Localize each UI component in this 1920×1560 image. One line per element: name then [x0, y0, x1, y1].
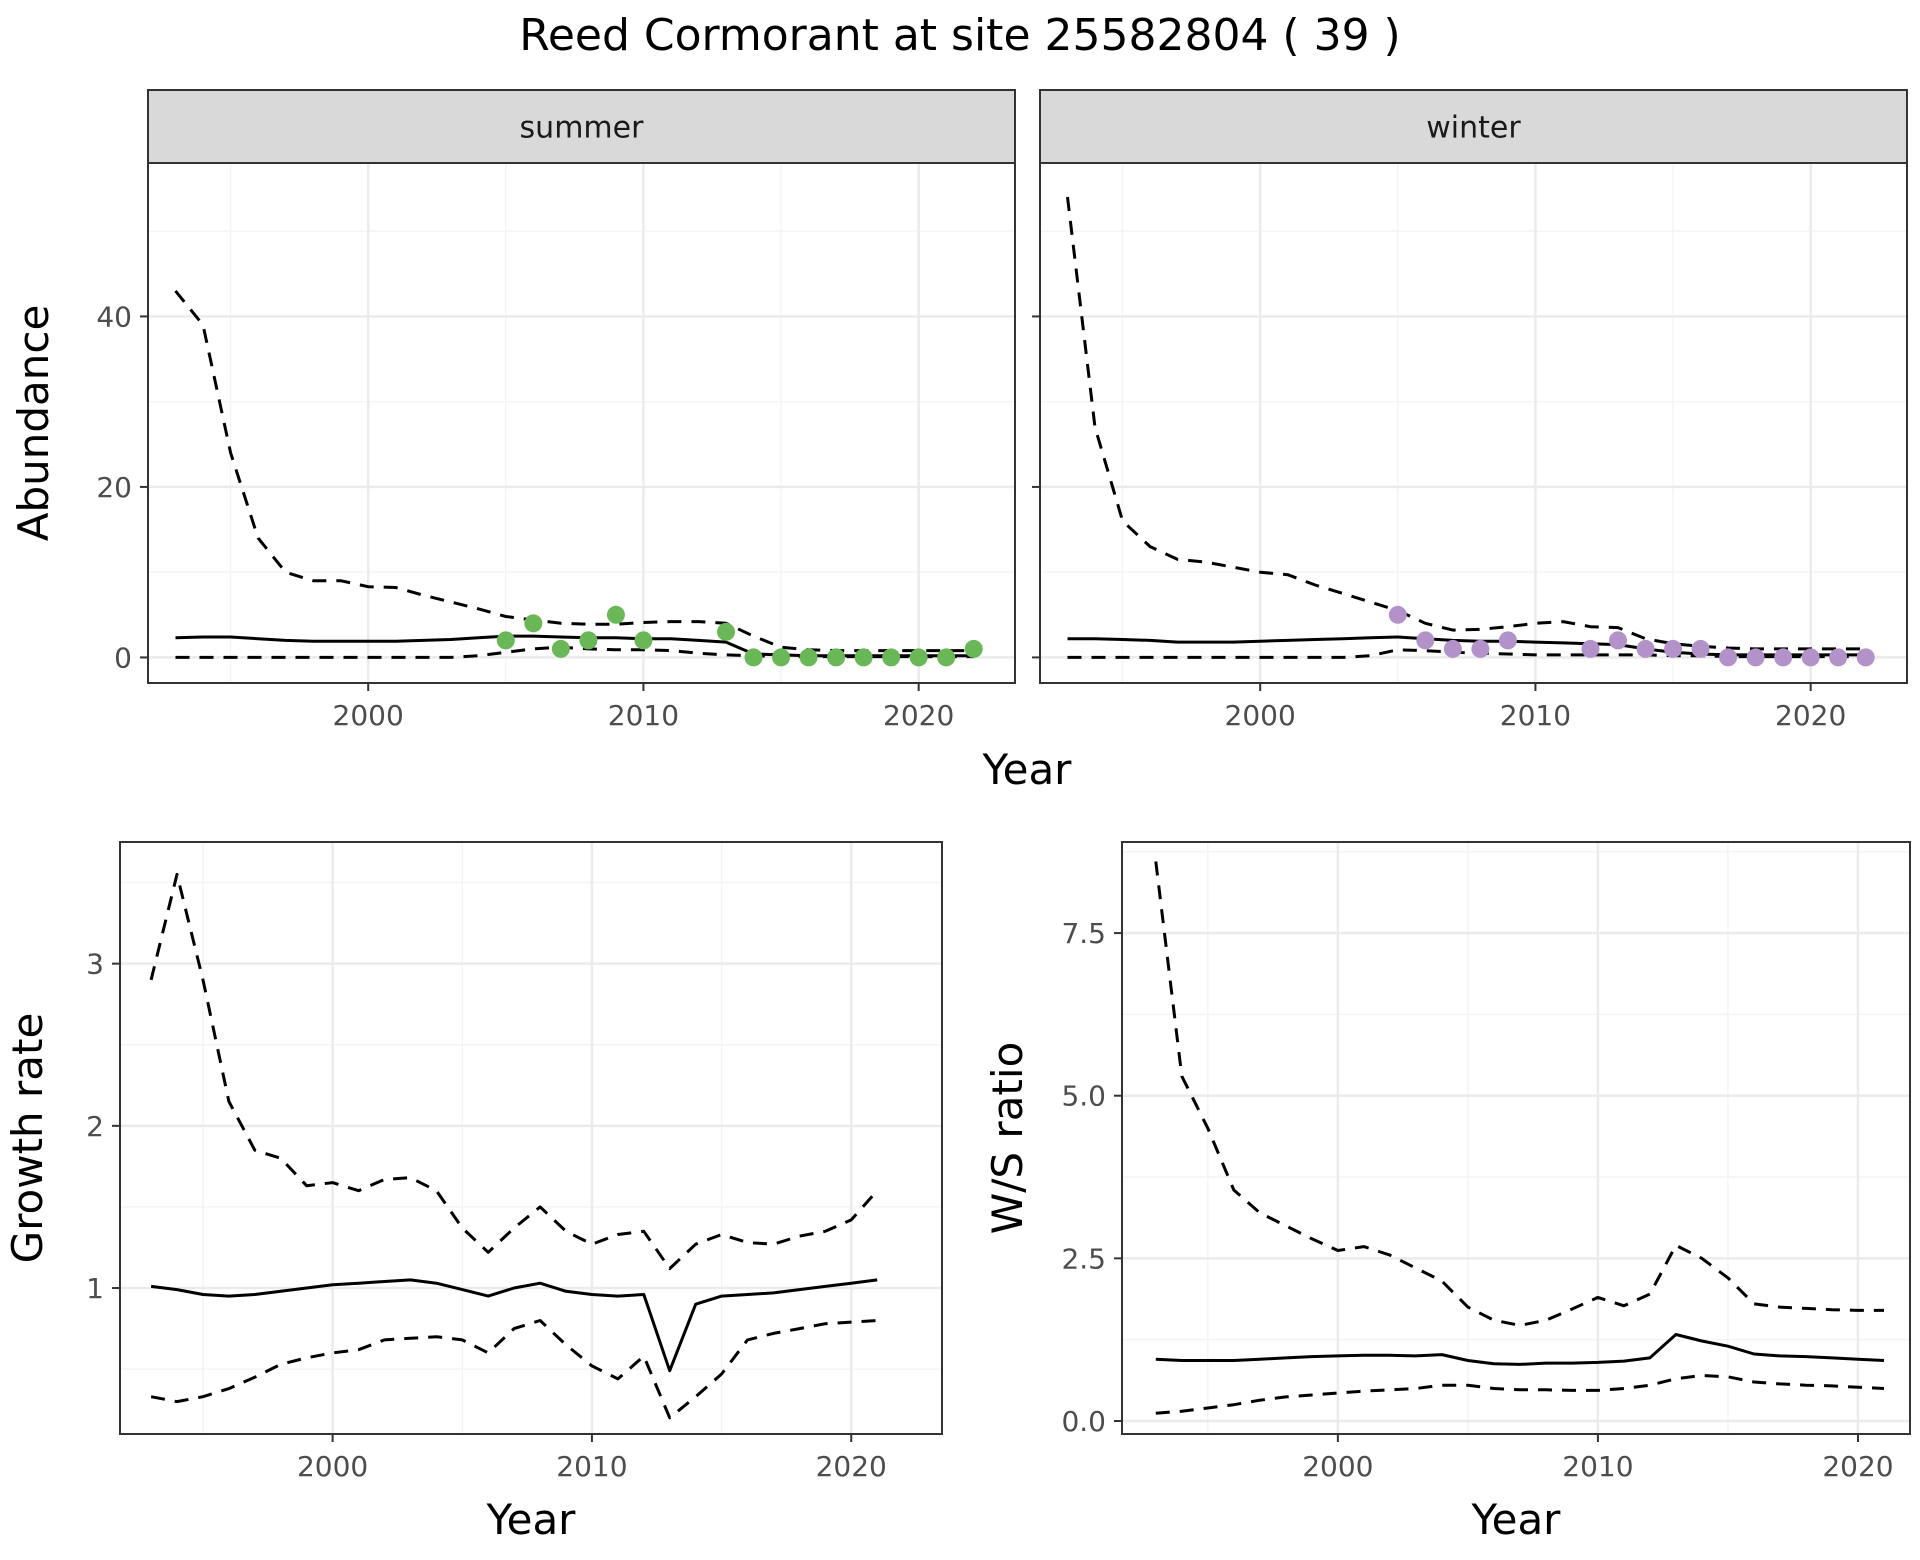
- observation-point: [551, 639, 570, 658]
- panel-border: [119, 841, 943, 1435]
- observation-point: [1498, 631, 1517, 650]
- x-tick-label: 2010: [556, 1450, 627, 1483]
- y-tick-label: 7.5: [1061, 917, 1106, 950]
- x-tick-label: 2000: [297, 1450, 368, 1483]
- observation-point: [634, 631, 653, 650]
- y-tick-label: 5.0: [1061, 1080, 1106, 1113]
- facet-label-winter: winter: [1426, 111, 1521, 146]
- observation-point: [524, 614, 543, 633]
- observation-point: [1443, 639, 1462, 658]
- confidence-line-1: [1066, 196, 1866, 651]
- panel-ws-ratio: 2000 2010 2020 0.0 2.5 5.0 7.5 W/S ratio Year: [983, 841, 1911, 1544]
- panel-abundance-summer: summer 2000 2010 2020 0 20 40 Abundance: [9, 89, 1016, 732]
- observation-point: [882, 648, 901, 667]
- x-tick-label: 2020: [883, 699, 954, 732]
- x-axis-title-abundance: Year: [982, 745, 1073, 794]
- facet-strip-summer: [147, 89, 1016, 164]
- y-tick-label: 0.0: [1061, 1405, 1106, 1438]
- observation-point: [1388, 605, 1407, 624]
- figure-title: Reed Cormorant at site 25582804 ( 39 ): [519, 10, 1400, 61]
- observation-point: [1581, 639, 1600, 658]
- x-axis-title: Year: [486, 1495, 577, 1544]
- facet-strip-winter: [1039, 89, 1908, 164]
- observation-point: [496, 631, 515, 650]
- x-tick-label: 2010: [1562, 1450, 1633, 1483]
- observation-point: [964, 639, 983, 658]
- observation-point: [606, 605, 625, 624]
- x-tick-label: 2010: [608, 699, 679, 732]
- x-tick-label: 2000: [333, 699, 404, 732]
- y-tick-label: 1: [86, 1272, 104, 1305]
- x-tick-label: 2010: [1500, 699, 1571, 732]
- observation-point: [1719, 648, 1738, 667]
- observation-point: [854, 648, 873, 667]
- y-tick-label: 2: [86, 1110, 104, 1143]
- panel-background: [148, 163, 1015, 683]
- panel-growth-rate: 2000 2010 2020 1 2 3 Growth rate Year: [3, 841, 943, 1544]
- observation-point: [1664, 639, 1683, 658]
- observation-point: [1856, 648, 1875, 667]
- estimate-line-0: [150, 1278, 878, 1373]
- panel-abundance-winter: winter 2000 2010 2020: [1032, 89, 1908, 732]
- observation-point: [937, 648, 956, 667]
- panel-background: [1122, 842, 1910, 1434]
- confidence-line-1: [1154, 861, 1884, 1327]
- observation-point: [1801, 648, 1820, 667]
- confidence-line-2: [1155, 1374, 1885, 1415]
- x-tick-label: 2000: [1225, 699, 1296, 732]
- observation-point: [1609, 631, 1627, 650]
- x-tick-label: 2020: [1822, 1450, 1893, 1483]
- observation-point: [1746, 648, 1765, 667]
- y-tick-label: 0: [114, 641, 132, 674]
- confidence-line-1: [149, 872, 879, 1271]
- x-tick-label: 2020: [816, 1450, 887, 1483]
- y-tick-label: 2.5: [1061, 1242, 1106, 1275]
- observation-point: [799, 648, 818, 667]
- y-axis-title: Growth rate: [3, 1013, 52, 1264]
- observation-point: [1691, 639, 1710, 658]
- observation-point: [579, 631, 598, 650]
- y-axis-title: Abundance: [9, 305, 58, 542]
- facet-label-summer: summer: [520, 111, 645, 146]
- observation-point: [717, 622, 735, 641]
- observation-point: [1774, 648, 1793, 667]
- panel-background: [120, 842, 942, 1434]
- observation-point: [772, 648, 791, 667]
- y-axis-title: W/S ratio: [983, 1042, 1032, 1235]
- observation-point: [1416, 631, 1435, 650]
- observation-point: [909, 648, 928, 667]
- y-tick-label: 20: [96, 471, 132, 504]
- confidence-line-2: [175, 645, 974, 659]
- observation-point: [1471, 639, 1490, 658]
- panel-background: [1040, 163, 1907, 683]
- observation-point: [1829, 648, 1848, 667]
- panel-border: [1121, 841, 1911, 1435]
- x-axis-title: Year: [1471, 1495, 1562, 1544]
- observation-point: [744, 648, 763, 667]
- y-tick-label: 3: [86, 948, 104, 981]
- confidence-line-2: [150, 1319, 878, 1420]
- observation-point: [827, 648, 846, 667]
- confidence-line-2: [1067, 648, 1866, 659]
- estimate-line-0: [1155, 1333, 1885, 1366]
- observation-point: [1636, 639, 1655, 658]
- y-tick-label: 40: [96, 300, 132, 333]
- x-tick-label: 2000: [1302, 1450, 1373, 1483]
- x-tick-label: 2020: [1775, 699, 1846, 732]
